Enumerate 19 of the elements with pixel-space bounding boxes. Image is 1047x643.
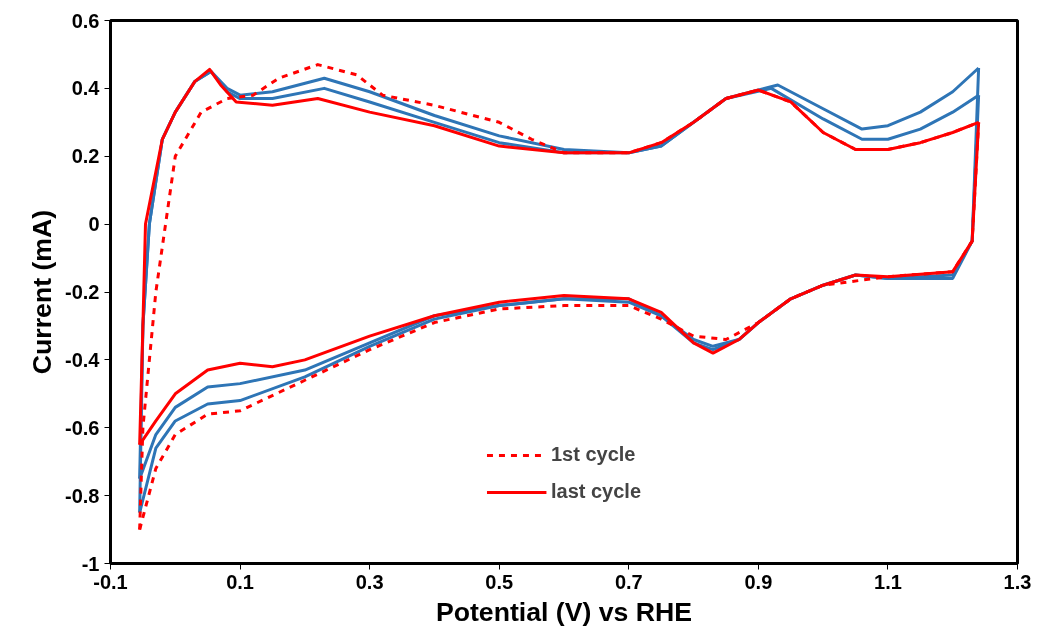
y-tick-label: -0.2 (65, 281, 100, 303)
legend-label: 1st cycle (550, 443, 636, 466)
x-tick-label: 0.9 (744, 570, 773, 593)
y-tick-label: -0.8 (65, 484, 100, 507)
x-tick-label: 0.5 (485, 570, 514, 593)
y-tick-label: -0.6 (65, 416, 100, 439)
x-tick-label: 0.1 (226, 570, 254, 593)
x-tick-label: 0.7 (614, 570, 643, 593)
y-tick-label: -0.4 (65, 348, 101, 371)
x-axis-title: Potential (V) vs RHE (435, 596, 693, 627)
y-tick-label: 0 (88, 213, 100, 236)
x-tick-label: 1.1 (874, 570, 902, 593)
y-tick-label: 0.6 (71, 9, 100, 32)
y-tick-label: 0.2 (71, 145, 100, 168)
y-tick-label: 0.4 (71, 77, 101, 100)
legend-label: last cycle (550, 480, 642, 503)
x-tick-label: 1.3 (1003, 570, 1032, 593)
y-axis-title: Current (mA) (27, 209, 58, 375)
x-tick-label: 0.3 (355, 570, 384, 593)
